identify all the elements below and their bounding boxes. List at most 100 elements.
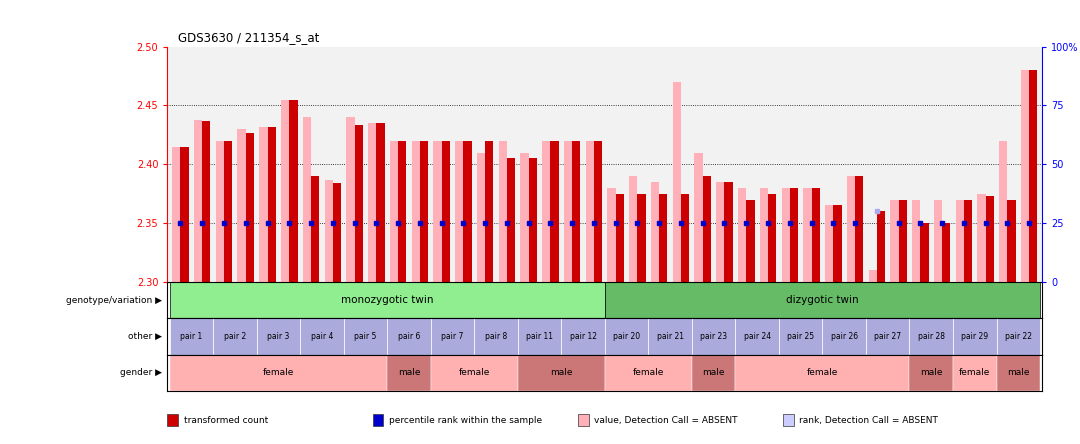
Bar bbox=[735, 355, 909, 391]
Bar bbox=[759, 188, 768, 282]
Bar bbox=[847, 176, 855, 282]
Bar bbox=[390, 141, 399, 282]
Bar bbox=[311, 176, 320, 282]
Bar bbox=[343, 318, 388, 355]
Bar bbox=[999, 141, 1008, 282]
Bar bbox=[811, 188, 820, 282]
Text: male: male bbox=[397, 369, 420, 377]
Bar bbox=[694, 152, 703, 282]
Bar bbox=[956, 199, 963, 282]
Bar bbox=[202, 121, 211, 282]
Bar bbox=[170, 318, 213, 355]
Bar bbox=[605, 355, 692, 391]
Text: pair 23: pair 23 bbox=[700, 332, 727, 341]
Bar bbox=[431, 318, 474, 355]
Bar bbox=[302, 117, 311, 282]
Text: pair 3: pair 3 bbox=[267, 332, 289, 341]
Bar bbox=[455, 141, 463, 282]
Text: gender ▶: gender ▶ bbox=[120, 369, 162, 377]
Bar bbox=[246, 132, 254, 282]
Bar bbox=[376, 123, 384, 282]
Text: other ▶: other ▶ bbox=[129, 332, 162, 341]
Bar bbox=[605, 282, 1040, 318]
Bar bbox=[180, 147, 189, 282]
Text: pair 22: pair 22 bbox=[1004, 332, 1031, 341]
Bar bbox=[521, 152, 528, 282]
Bar bbox=[637, 194, 646, 282]
Text: pair 29: pair 29 bbox=[961, 332, 988, 341]
Bar bbox=[868, 270, 877, 282]
Text: pair 5: pair 5 bbox=[354, 332, 377, 341]
Bar bbox=[388, 355, 431, 391]
Bar bbox=[825, 206, 834, 282]
Bar bbox=[789, 188, 798, 282]
Bar bbox=[354, 126, 363, 282]
Text: pair 27: pair 27 bbox=[874, 332, 901, 341]
Bar bbox=[368, 123, 376, 282]
Bar bbox=[913, 199, 920, 282]
Bar bbox=[746, 199, 755, 282]
Bar bbox=[257, 318, 300, 355]
Text: GDS3630 / 211354_s_at: GDS3630 / 211354_s_at bbox=[178, 32, 320, 44]
Text: percentile rank within the sample: percentile rank within the sample bbox=[389, 416, 542, 424]
Bar bbox=[659, 194, 667, 282]
Bar bbox=[963, 199, 972, 282]
Bar bbox=[399, 141, 406, 282]
Bar bbox=[607, 188, 616, 282]
Bar bbox=[735, 318, 779, 355]
Text: pair 2: pair 2 bbox=[224, 332, 246, 341]
Bar bbox=[920, 223, 929, 282]
Bar bbox=[877, 211, 886, 282]
Bar bbox=[782, 188, 789, 282]
Text: genotype/variation ▶: genotype/variation ▶ bbox=[66, 296, 162, 305]
Bar bbox=[224, 141, 232, 282]
Bar bbox=[259, 127, 268, 282]
Text: pair 12: pair 12 bbox=[569, 332, 596, 341]
Bar bbox=[703, 176, 711, 282]
Bar bbox=[909, 355, 953, 391]
Bar bbox=[170, 282, 605, 318]
Bar bbox=[562, 318, 605, 355]
Text: male: male bbox=[1007, 369, 1029, 377]
Bar bbox=[890, 199, 899, 282]
Text: male: male bbox=[702, 369, 725, 377]
Bar bbox=[1021, 70, 1029, 282]
Text: pair 8: pair 8 bbox=[485, 332, 508, 341]
Bar bbox=[1029, 70, 1038, 282]
Bar bbox=[542, 141, 551, 282]
Bar bbox=[738, 188, 746, 282]
Bar bbox=[977, 194, 986, 282]
Bar bbox=[899, 199, 907, 282]
Bar bbox=[172, 147, 180, 282]
Text: monozygotic twin: monozygotic twin bbox=[341, 295, 433, 305]
Bar bbox=[347, 117, 354, 282]
Bar bbox=[170, 355, 388, 391]
Bar bbox=[725, 182, 732, 282]
Bar bbox=[986, 196, 994, 282]
Bar bbox=[834, 206, 841, 282]
Bar bbox=[822, 318, 866, 355]
Bar bbox=[716, 182, 725, 282]
Bar bbox=[997, 318, 1040, 355]
Text: female: female bbox=[262, 369, 294, 377]
Bar bbox=[616, 194, 624, 282]
Bar bbox=[551, 141, 558, 282]
Text: pair 4: pair 4 bbox=[311, 332, 333, 341]
Text: female: female bbox=[959, 369, 990, 377]
Text: male: male bbox=[920, 369, 943, 377]
Text: pair 21: pair 21 bbox=[657, 332, 684, 341]
Bar bbox=[528, 159, 537, 282]
Bar bbox=[594, 141, 603, 282]
Text: male: male bbox=[550, 369, 572, 377]
Bar bbox=[388, 318, 431, 355]
Bar bbox=[1008, 199, 1015, 282]
Text: pair 28: pair 28 bbox=[918, 332, 945, 341]
Bar bbox=[463, 141, 472, 282]
Bar bbox=[442, 141, 450, 282]
Text: rank, Detection Call = ABSENT: rank, Detection Call = ABSENT bbox=[799, 416, 939, 424]
Text: female: female bbox=[459, 369, 490, 377]
Bar bbox=[585, 141, 594, 282]
Bar bbox=[324, 179, 333, 282]
Bar bbox=[651, 182, 659, 282]
Bar bbox=[779, 318, 822, 355]
